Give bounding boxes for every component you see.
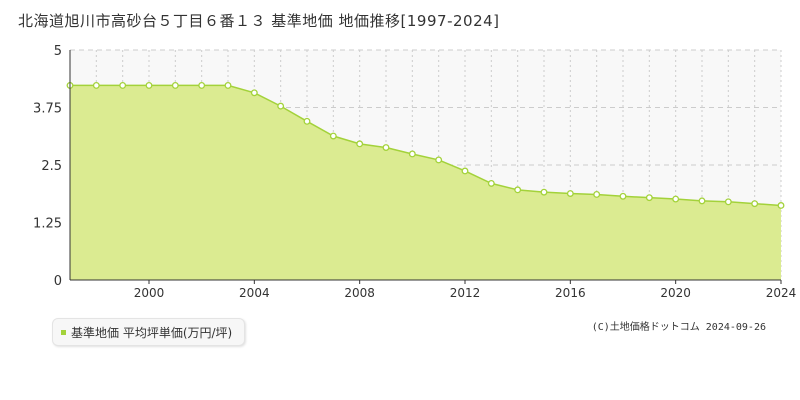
series-line xyxy=(70,84,782,207)
x-tick-label: 2016 xyxy=(555,286,586,300)
y-tick-label: 2.5 xyxy=(41,159,62,174)
data-point xyxy=(408,150,416,158)
data-point xyxy=(619,192,627,200)
data-point xyxy=(777,202,785,209)
data-point xyxy=(461,167,469,175)
y-tick-label: 3.75 xyxy=(33,102,62,117)
x-tick-label: 2008 xyxy=(344,286,375,300)
y-tick-label: 0 xyxy=(54,274,62,289)
data-point xyxy=(250,89,258,97)
data-point xyxy=(645,194,653,202)
data-point xyxy=(540,188,548,196)
x-tick-label: 2004 xyxy=(239,286,270,300)
data-point xyxy=(698,197,706,205)
data-point xyxy=(119,81,127,89)
x-tick-label: 2024 xyxy=(766,286,797,300)
data-point xyxy=(672,195,680,203)
data-point xyxy=(593,190,601,198)
x-tick-label: 2000 xyxy=(134,286,165,300)
data-point xyxy=(487,179,495,187)
data-point xyxy=(224,81,232,89)
data-point xyxy=(303,117,311,125)
data-point xyxy=(435,156,443,164)
data-point xyxy=(145,81,153,89)
data-point xyxy=(566,190,574,197)
copyright-credit: (C)土地価格ドットコム 2024-09-26 xyxy=(591,322,766,333)
data-point xyxy=(171,81,179,89)
legend-swatch xyxy=(61,329,66,335)
y-tick-label: 5 xyxy=(54,44,62,59)
data-point xyxy=(329,132,337,140)
legend[interactable]: 基準地価 平均坪単価(万円/坪) xyxy=(52,318,246,346)
upper-band xyxy=(70,50,781,206)
chart-title: 北海道旭川市高砂台５丁目６番１３ 基準地価 地価推移[1997-2024] xyxy=(18,12,500,30)
area-fill xyxy=(70,85,781,280)
data-point xyxy=(92,81,100,89)
x-tick-label: 2012 xyxy=(450,286,481,300)
y-tick-label: 1.25 xyxy=(33,217,62,232)
x-tick-label: 2020 xyxy=(660,286,691,300)
data-point xyxy=(514,186,522,194)
legend-label: 基準地価 平均坪単価(万円/坪) xyxy=(71,325,233,340)
data-point xyxy=(751,200,759,208)
data-point xyxy=(382,144,390,151)
data-point xyxy=(724,198,732,206)
data-point xyxy=(277,102,285,110)
data-point xyxy=(198,81,206,89)
data-point xyxy=(356,140,364,148)
